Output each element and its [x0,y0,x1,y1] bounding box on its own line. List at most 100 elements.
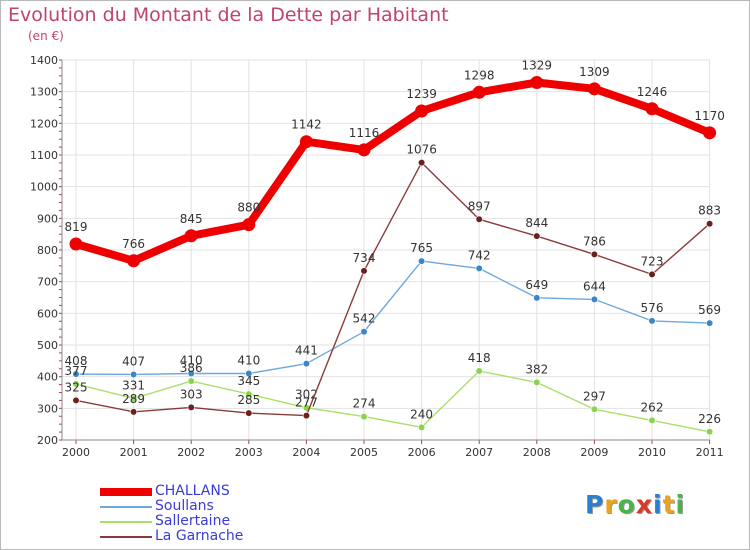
data-label-la-garnache: 897 [468,199,491,213]
data-point-sallertaine [475,367,483,375]
data-label-challans: 819 [65,220,88,234]
y-tick-label: 1200 [30,117,58,130]
x-tick-label: 2006 [408,446,436,459]
legend-swatch-challans [100,488,152,496]
data-point-la-garnache [475,215,483,223]
data-point-soullans [475,264,483,272]
data-point-challans [530,75,544,89]
y-tick-label: 400 [37,371,58,384]
chart-title: Evolution du Montant de la Dette par Hab… [8,4,449,26]
data-point-soullans [418,257,426,265]
data-label-soullans: 649 [525,278,548,292]
data-point-challans [299,135,313,149]
data-point-challans [472,85,486,99]
data-label-la-garnache: 723 [641,254,664,268]
logo-letter: i [675,490,686,519]
series-line-la-garnache [75,161,711,417]
legend-label-sallertaine: Sallertaine [155,513,231,529]
x-tick-label: 2003 [235,446,263,459]
data-point-la-garnache [302,412,311,420]
data-label-soullans: 410 [237,354,260,368]
data-point-sallertaine [360,412,368,421]
data-point-la-garnache [72,396,80,405]
series-line-sallertaine [75,370,711,433]
data-label-sallertaine: 386 [180,361,203,375]
y-tick-label: 900 [37,212,58,225]
data-point-sallertaine [705,428,714,436]
data-label-soullans: 644 [583,279,606,293]
data-point-la-garnache [130,408,138,416]
data-point-soullans [302,360,311,368]
chart-legend: CHALLANS Soullans Sallertaine La Garnache [100,484,320,544]
legend-label-soullans: Soullans [155,498,214,514]
data-label-la-garnache: 786 [583,234,606,248]
data-point-challans [645,102,659,116]
data-label-soullans: 542 [353,312,376,326]
legend-swatch-sallertaine [100,521,152,523]
data-label-challans: 766 [122,237,145,251]
data-label-soullans: 441 [295,344,318,358]
legend-item-la-garnache: La Garnache [100,529,320,544]
data-point-sallertaine [648,416,656,424]
logo-letter: i [653,490,663,519]
data-point-challans [127,254,141,268]
data-label-sallertaine: 240 [410,407,433,421]
legend-item-soullans: Soullans [100,499,320,514]
x-tick-label: 2008 [523,446,551,459]
data-point-la-garnache [648,270,656,278]
data-label-sallertaine: 377 [65,364,88,378]
y-tick-label: 1300 [30,86,58,99]
data-point-sallertaine [245,390,253,398]
x-tick-label: 2007 [465,446,493,459]
data-label-la-garnache: 1076 [406,143,437,157]
legend-item-challans: CHALLANS [100,484,320,499]
data-label-challans: 1329 [522,58,553,72]
x-tick-label: 2005 [350,446,378,459]
x-tick-label: 2001 [120,446,148,459]
data-point-soullans [590,295,599,304]
data-label-challans: 1142 [291,118,322,132]
x-tick-label: 2002 [177,446,205,459]
data-label-la-garnache: 277 [295,396,318,410]
data-point-soullans [533,294,541,302]
data-label-la-garnache: 844 [525,216,548,230]
data-label-la-garnache: 285 [237,393,260,407]
legend-swatch-soullans [100,506,152,508]
y-tick-label: 1100 [30,149,58,162]
data-point-challans [242,218,256,232]
legend-item-sallertaine: Sallertaine [100,514,320,529]
legend-label-challans: CHALLANS [155,483,230,499]
data-point-challans [415,104,429,118]
legend-label-la-garnache: La Garnache [155,528,244,544]
data-label-soullans: 569 [698,303,721,317]
data-point-la-garnache [533,232,541,240]
data-point-soullans [245,369,253,378]
data-label-sallertaine: 297 [583,389,606,403]
x-tick-label: 2000 [62,446,90,459]
data-label-challans: 1246 [637,85,668,99]
y-tick-label: 600 [37,307,58,320]
x-tick-label: 2010 [638,446,666,459]
data-point-sallertaine [418,423,426,431]
series-line-challans [72,78,714,265]
data-point-la-garnache [418,159,426,167]
data-label-challans: 1170 [694,109,725,123]
data-point-sallertaine [130,394,138,403]
series-line-soullans [75,260,711,376]
x-tick-label: 2011 [696,446,724,459]
data-point-sallertaine [72,380,80,388]
y-tick-label: 1000 [30,181,58,194]
data-label-la-garnache: 289 [122,392,145,406]
data-point-challans [357,143,371,157]
data-label-sallertaine: 226 [698,412,721,426]
data-point-la-garnache [245,409,253,417]
data-label-soullans: 410 [180,354,203,368]
data-label-challans: 845 [180,212,203,226]
data-point-soullans [705,319,714,327]
y-tick-label: 1400 [30,54,58,67]
data-label-sallertaine: 418 [468,351,491,365]
proxiti-logo: Proxiti [585,490,685,519]
data-point-sallertaine [590,405,599,413]
data-label-sallertaine: 345 [237,374,260,388]
